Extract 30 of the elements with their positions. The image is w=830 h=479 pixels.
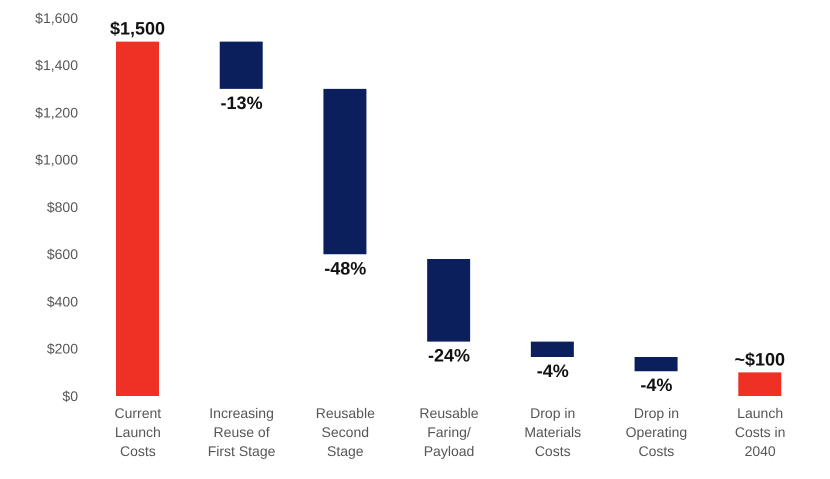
y-tick-label: $1,400 [35, 57, 78, 74]
y-tick-label: $0 [62, 388, 78, 404]
x-tick-label: Reusable Second Stage [316, 405, 376, 459]
bar [634, 357, 678, 372]
x-tick-label: Launch Costs in 2040 [734, 405, 786, 459]
annotation: -4% [640, 375, 672, 396]
annotation: -4% [536, 361, 569, 382]
x-tick-label: Increasing Reuse of First Stage [208, 405, 276, 459]
bar [220, 42, 263, 89]
y-tick-label: $800 [46, 198, 78, 215]
annotation: -13% [220, 92, 263, 113]
x-tick-label: Drop in Operating Costs [626, 405, 688, 459]
y-tick-label: $600 [46, 246, 78, 262]
annotation: -24% [428, 346, 470, 366]
x-tick-label: Drop in Materials Costs [524, 405, 582, 459]
y-tick-label: $1,600 [35, 10, 78, 26]
data-label: $1,500 [110, 18, 166, 39]
bar [738, 372, 782, 396]
data-label: ~$100 [734, 349, 786, 370]
y-tick-label: $1,000 [35, 152, 78, 168]
y-tick-label: $200 [46, 340, 78, 357]
y-tick-label: $400 [46, 293, 78, 310]
annotation: -48% [324, 258, 366, 278]
y-tick-label: $1,200 [35, 104, 78, 120]
bar [116, 42, 159, 396]
bar [427, 258, 470, 342]
x-tick-label: Reusable Faring/ Payload [419, 405, 479, 459]
x-tick-label: Current Launch Costs [114, 405, 162, 459]
bar [530, 342, 574, 358]
bar [323, 88, 366, 254]
